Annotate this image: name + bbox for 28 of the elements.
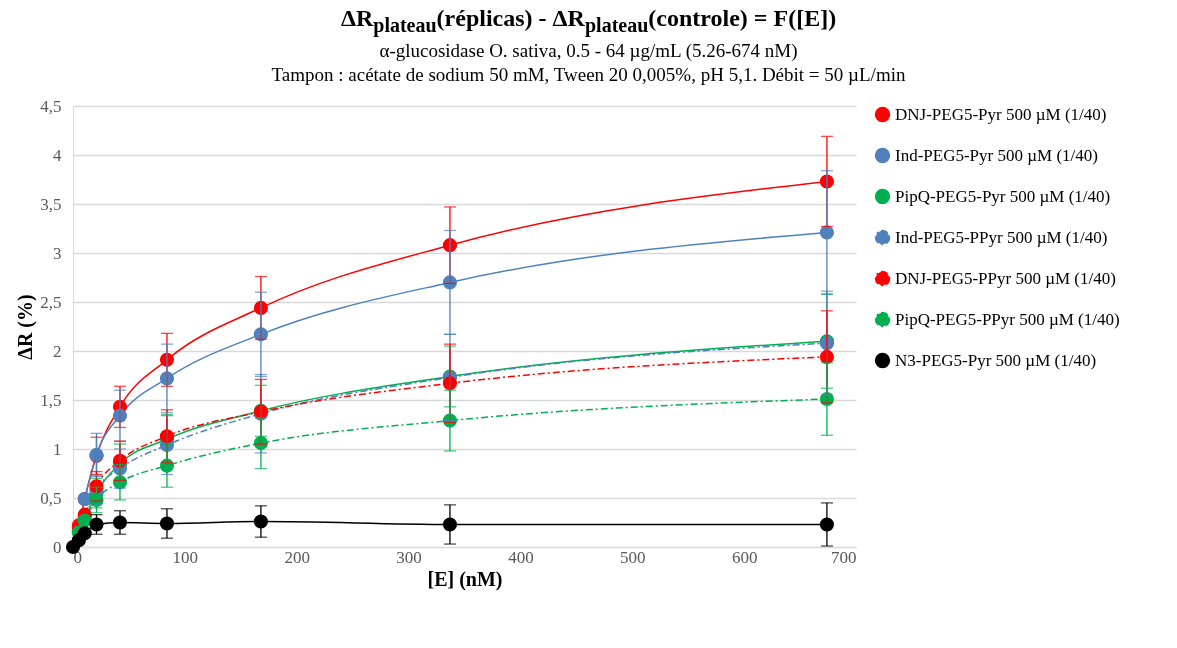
x-tick-label: 400 bbox=[508, 547, 534, 567]
legend-label: PipQ-PEG5-Pyr 500 µM (1/40) bbox=[895, 186, 1111, 206]
chart-subtitle: α-glucosidase O. sativa, 0.5 - 64 µg/mL (5.26-674 nM) Tampon : acétate de sodium 50 mM, Tween 20 0,005%, pH 5,1. Débit = 50 µL/min bbox=[270, 38, 907, 87]
y-tick-label: 4 bbox=[53, 145, 62, 165]
y-axis-title: ΔR (%) bbox=[14, 294, 38, 360]
x-tick-label: 0 bbox=[73, 547, 82, 567]
x-tick-label: 100 bbox=[172, 547, 199, 567]
legend-label: PipQ-PEG5-PPyr 500 µM (1/40) bbox=[895, 309, 1120, 329]
y-tick-label: 4,5 bbox=[40, 96, 62, 116]
legend-label: Ind-PEG5-PPyr 500 µM (1/40) bbox=[895, 227, 1108, 247]
y-tick-label: 2,5 bbox=[40, 292, 62, 312]
legend-label: DNJ-PEG5-Pyr 500 µM (1/40) bbox=[895, 104, 1107, 124]
x-axis-title: [E] (nM) bbox=[427, 567, 503, 591]
y-tick-label: 0,5 bbox=[40, 488, 62, 508]
chart-title: ΔR$_{plateau}$(réplicas) - ΔR$_{plateau}$(controle) = F([E]) bbox=[339, 4, 838, 39]
legend-label: N3-PEG5-Pyr 500 µM (1/40) bbox=[895, 350, 1097, 370]
legend-label: Ind-PEG5-Pyr 500 µM (1/40) bbox=[895, 145, 1098, 165]
x-tick-label: 500 bbox=[620, 547, 646, 567]
x-tick-label: 200 bbox=[284, 547, 310, 567]
legend-label: DNJ-PEG5-PPyr 500 µM (1/40) bbox=[895, 268, 1116, 288]
x-tick-label: 700 bbox=[831, 547, 857, 567]
y-tick-label: 2 bbox=[53, 341, 62, 361]
x-tick-label: 600 bbox=[731, 547, 758, 567]
x-tick-label: 300 bbox=[396, 547, 422, 567]
y-tick-label: 1 bbox=[53, 439, 62, 459]
y-tick-label: 1,5 bbox=[40, 390, 62, 410]
y-tick-label: 3,5 bbox=[40, 194, 62, 214]
y-tick-label: 3 bbox=[53, 243, 62, 263]
